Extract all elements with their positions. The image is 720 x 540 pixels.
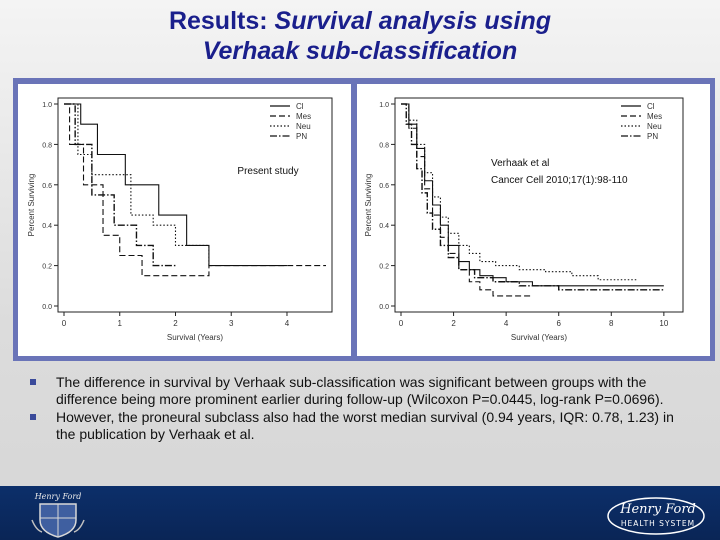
y-tick-label: 0.6	[379, 183, 389, 190]
y-tick-label: 1.0	[379, 102, 389, 109]
bullet-item: However, the proneural subclass also had…	[30, 409, 690, 443]
series-line-neu	[64, 103, 210, 266]
legend-label-pn: PN	[647, 132, 658, 141]
legend-label-mes: Mes	[296, 112, 311, 121]
series-line-mes	[401, 103, 533, 297]
legend-label-mes: Mes	[647, 112, 662, 121]
legend-label-pn: PN	[296, 132, 307, 141]
legend-label-cl: Cl	[647, 102, 655, 111]
x-tick-label: 1	[118, 319, 123, 328]
chart-annotation: Verhaak et al	[491, 158, 549, 169]
bullet-item: The difference in survival by Verhaak su…	[30, 374, 690, 408]
henry-ford-crest-icon: Henry Ford	[31, 492, 85, 538]
henry-ford-health-system-logo: Henry Ford HEALTH SYSTEM	[607, 497, 705, 535]
bullet-square-icon	[30, 414, 36, 420]
y-axis-label: Percent Surviving	[27, 174, 36, 237]
y-tick-label: 0.4	[379, 223, 389, 230]
bullet-text: The difference in survival by Verhaak su…	[56, 374, 664, 407]
x-axis-label: Survival (Years)	[511, 333, 568, 342]
legend-label-neu: Neu	[296, 122, 311, 131]
slide-title: Results: Survival analysis using Verhaak…	[0, 6, 720, 66]
series-line-cl	[64, 103, 287, 267]
y-tick-label: 0.8	[379, 142, 389, 149]
x-tick-label: 0	[62, 319, 67, 328]
y-tick-label: 0.2	[42, 264, 52, 271]
y-axis-label: Percent Surviving	[364, 174, 373, 237]
y-tick-label: 0.8	[42, 142, 52, 149]
plot-frame	[57, 97, 333, 313]
legend-label-cl: Cl	[296, 102, 304, 111]
bullet-text: However, the proneural subclass also had…	[56, 409, 674, 442]
x-tick-label: 2	[451, 319, 456, 328]
footer-bar	[0, 486, 720, 540]
chart-annotation: Present study	[237, 166, 298, 177]
x-tick-label: 10	[659, 319, 668, 328]
bullet-list: The difference in survival by Verhaak su…	[30, 374, 690, 444]
x-tick-label: 8	[609, 319, 614, 328]
km-chart-verhaak: 0.0 0.2 0.4 0.6 0.8 1.0 0 2 4 6 8 10 Survival (Years…	[364, 97, 684, 342]
x-tick-label: 4	[504, 319, 509, 328]
x-tick-label: 2	[173, 319, 178, 328]
title-plain: Results:	[168, 7, 275, 35]
y-tick-label: 0.0	[42, 304, 52, 311]
legend-label-neu: Neu	[647, 122, 662, 131]
series-line-pn	[401, 103, 664, 291]
y-tick-label: 0.4	[42, 223, 52, 230]
km-chart-present-study: 0.0 0.2 0.4 0.6 0.8 1.0 0 1 2 3 4 Survival (Years) P…	[27, 97, 333, 342]
series-line-mes	[64, 103, 326, 277]
y-tick-label: 0.2	[379, 264, 389, 271]
logo-line-2: HEALTH SYSTEM	[621, 519, 695, 528]
x-tick-label: 3	[229, 319, 234, 328]
bullet-square-icon	[30, 379, 36, 385]
logo-line-1: Henry Ford	[619, 502, 696, 517]
chart-annotation: Cancer Cell 2010;17(1):98-110	[491, 175, 628, 186]
plot-frame	[394, 97, 684, 313]
x-tick-label: 4	[285, 319, 290, 328]
crest-lettering: Henry Ford	[34, 492, 82, 501]
title-italic: Survival analysis using	[274, 7, 552, 35]
chart-panel-present-study: 0.0 0.2 0.4 0.6 0.8 1.0 0 1 2 3 4 Survival (Years) P…	[18, 84, 351, 356]
x-tick-label: 0	[399, 319, 404, 328]
series-line-pn	[64, 103, 176, 267]
x-axis-label: Survival (Years)	[167, 333, 224, 342]
series-line-neu	[401, 103, 638, 281]
y-tick-label: 0.0	[379, 304, 389, 311]
x-tick-label: 6	[556, 319, 561, 328]
y-tick-label: 0.6	[42, 183, 52, 190]
title-line-1: Results: Survival analysis using	[0, 6, 720, 36]
y-tick-label: 1.0	[42, 102, 52, 109]
chart-panel-verhaak: 0.0 0.2 0.4 0.6 0.8 1.0 0 2 4 6 8 10 Survival (Years…	[357, 84, 710, 356]
series-line-cl	[401, 103, 664, 287]
title-line-2: Verhaak sub-classification	[202, 37, 518, 65]
